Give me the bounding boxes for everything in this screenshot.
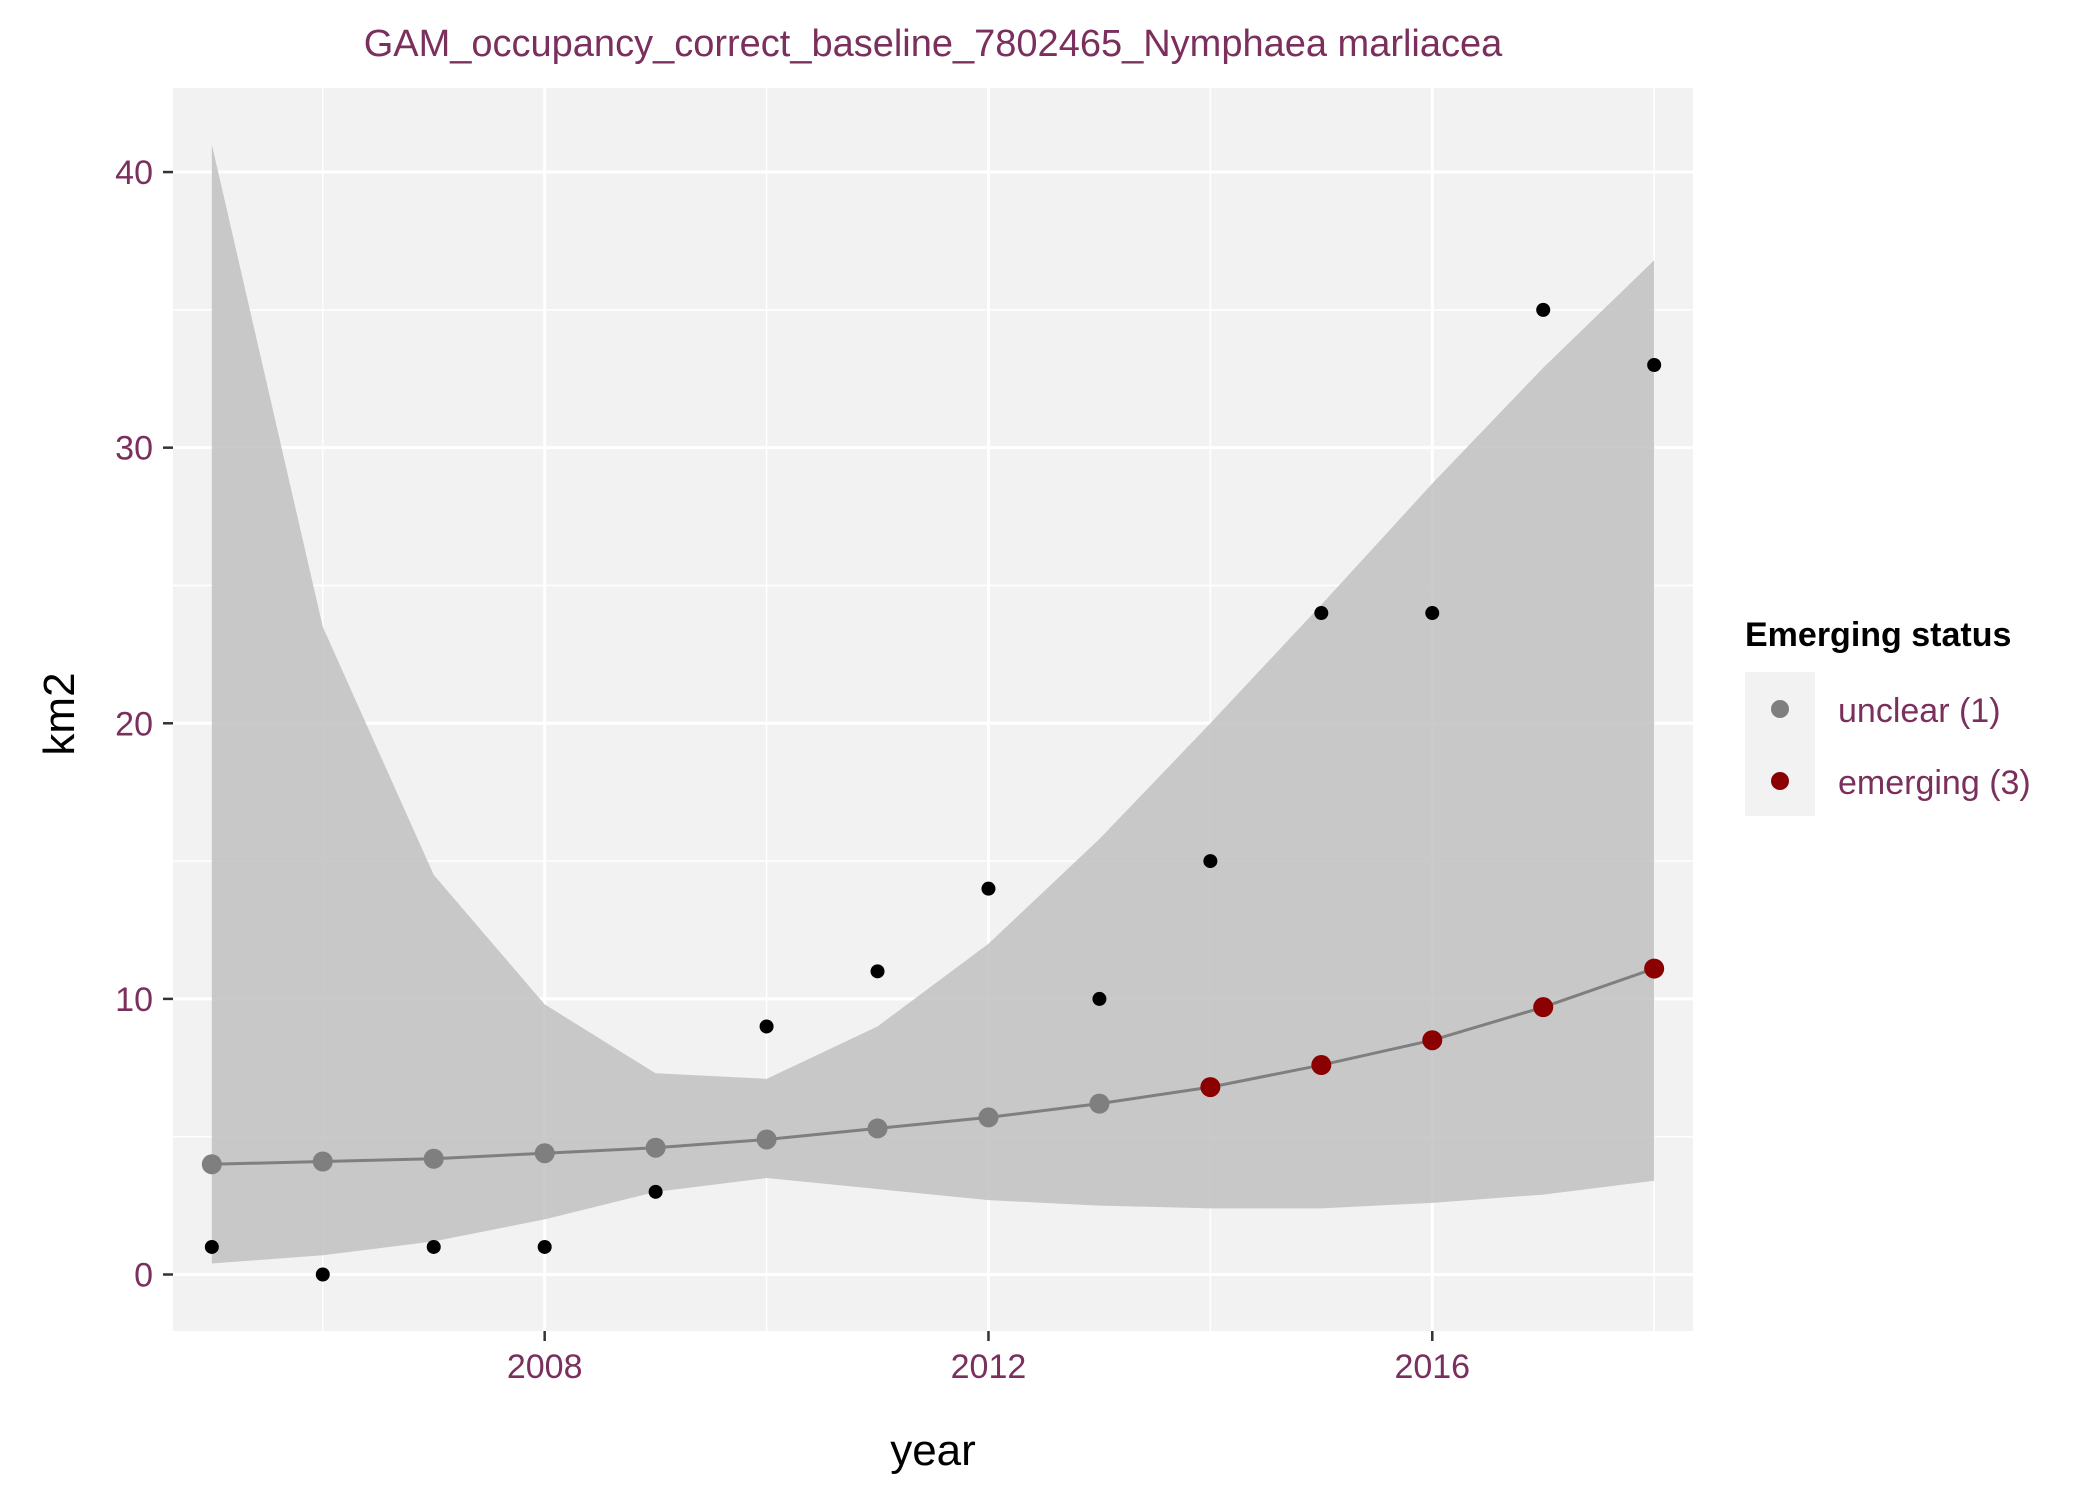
observed-point <box>981 881 996 896</box>
fitted-points <box>201 958 1665 1175</box>
y-tick-label: 0 <box>134 1257 153 1295</box>
observed-point <box>1314 606 1329 621</box>
x-tick-label: 2016 <box>1394 1348 1470 1386</box>
legend: Emerging status unclear (1) emerging (3) <box>1745 616 2031 816</box>
x-axis: 2008 2012 2016 <box>507 1331 1470 1386</box>
fitted-point <box>756 1129 777 1150</box>
observed-point <box>870 964 885 979</box>
legend-key-emerging <box>1771 772 1789 790</box>
fitted-point <box>978 1107 999 1128</box>
y-tick-label: 30 <box>115 430 153 468</box>
y-tick-label: 10 <box>115 981 153 1019</box>
chart-title: GAM_occupancy_correct_baseline_7802465_N… <box>364 23 1503 65</box>
fitted-point <box>1311 1055 1332 1076</box>
observed-point <box>426 1239 441 1254</box>
observed-point <box>1203 854 1218 869</box>
legend-label-unclear: unclear (1) <box>1838 692 2001 730</box>
observed-point <box>1092 991 1107 1006</box>
legend-key-background <box>1745 672 1815 816</box>
fitted-point <box>201 1154 222 1175</box>
observed-point <box>1536 302 1551 317</box>
observed-point <box>315 1267 330 1282</box>
x-tick-label: 2008 <box>507 1348 583 1386</box>
fitted-point <box>645 1137 666 1158</box>
fitted-point <box>867 1118 888 1139</box>
observed-point <box>204 1239 219 1254</box>
observed-point <box>1425 606 1440 621</box>
fitted-point <box>312 1151 333 1172</box>
x-tick-label: 2012 <box>951 1348 1027 1386</box>
legend-title: Emerging status <box>1745 616 2011 654</box>
y-tick-label: 20 <box>115 705 153 743</box>
x-axis-title: year <box>890 1426 976 1475</box>
fit-line <box>211 967 1655 1166</box>
fitted-point <box>534 1143 555 1164</box>
fitted-point <box>1089 1093 1110 1114</box>
fitted-point <box>1533 997 1554 1018</box>
legend-label-emerging: emerging (3) <box>1838 764 2031 802</box>
fitted-point <box>1200 1077 1221 1098</box>
y-tick-label: 40 <box>115 154 153 192</box>
observed-points <box>204 302 1662 1282</box>
legend-key-unclear <box>1771 700 1789 718</box>
fitted-point <box>1644 958 1665 979</box>
confidence-ribbon <box>211 144 1655 1264</box>
observed-point <box>537 1239 552 1254</box>
fitted-point <box>1422 1030 1443 1051</box>
y-axis-title: km2 <box>35 672 84 755</box>
y-axis: 0 10 20 30 40 <box>115 154 173 1295</box>
observed-point <box>1647 357 1662 372</box>
observed-point <box>759 1019 774 1034</box>
fitted-point <box>423 1148 444 1169</box>
observed-point <box>648 1184 663 1199</box>
